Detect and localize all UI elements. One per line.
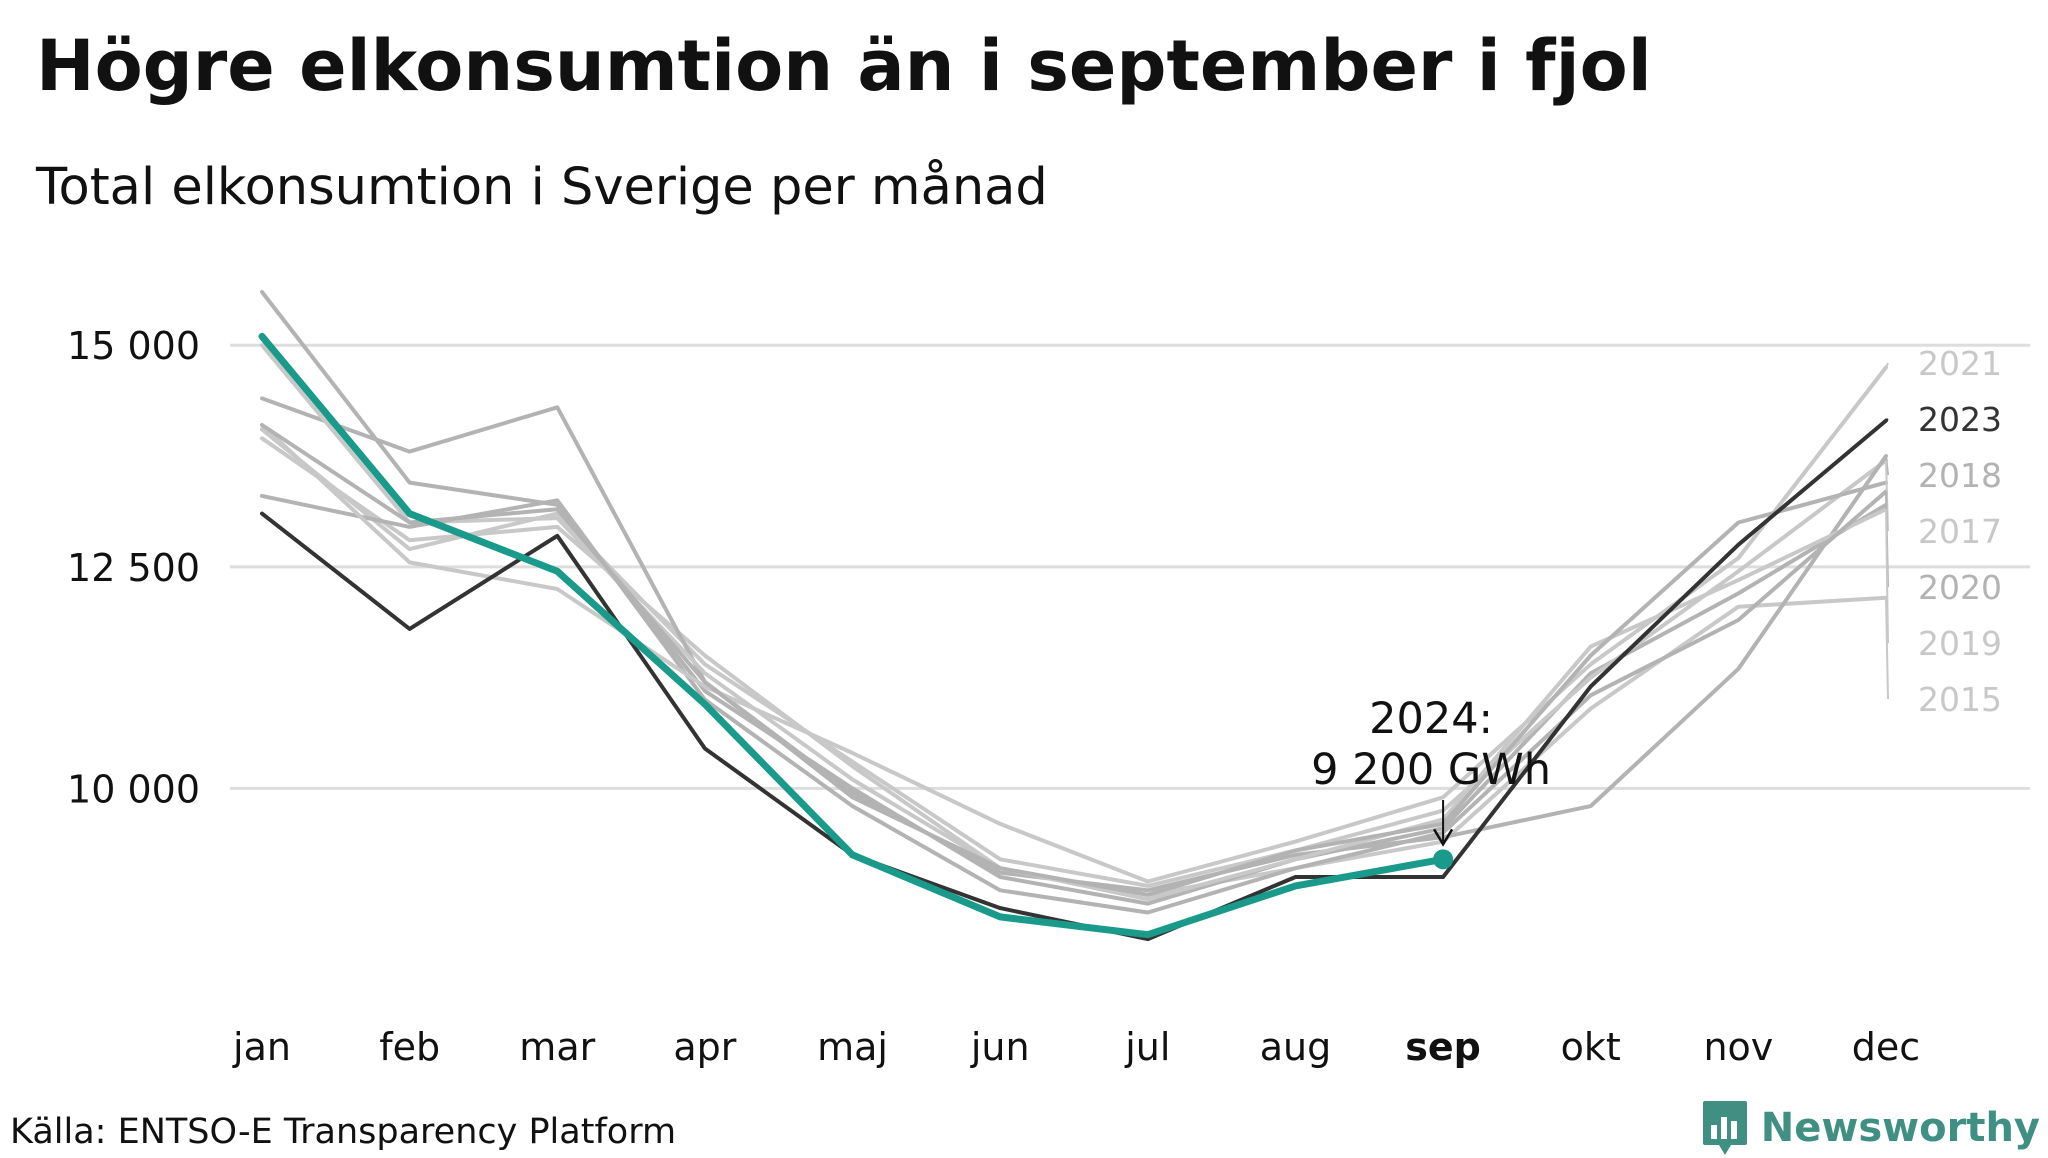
annotation-label-value: 9 200 GWh [1311,745,1551,795]
series-end-labels: 2021 2023 2018 2017 2020 2019 2015 [1885,344,2002,719]
label-leader-line [1885,362,1889,368]
series-label-2021: 2021 [1918,344,2002,383]
source-note: Källa: ENTSO-E Transparency Platform [10,1112,677,1152]
x-tick-label: nov [1703,1025,1773,1069]
y-tick-label: 10 000 [67,767,200,811]
annotation-arrowhead [1433,828,1454,847]
series-line-2022 [260,423,1888,897]
x-tick-label: jul [1124,1025,1170,1069]
gridlines [230,343,2030,790]
brand-name: Newsworthy [1760,1105,2040,1151]
x-tick-label: feb [379,1025,440,1069]
x-tick-label: dec [1852,1025,1920,1069]
series-label-2020: 2020 [1918,568,2002,607]
x-tick-label: okt [1561,1025,1621,1069]
series-label-2017: 2017 [1918,512,2002,551]
series-line-2024 [258,332,1447,939]
series-line-2019 [260,343,1888,902]
x-tick-label: apr [673,1025,736,1069]
chart-subtitle: Total elkonsumtion i Sverige per månad [36,158,1048,217]
y-axis-tick-labels: 10 000 12 500 15 000 [67,324,200,811]
series-line-2020 [260,489,1888,915]
x-tick-label: sep [1405,1025,1481,1069]
annotation: 2024:9 200 GWh [1311,694,1551,870]
label-leader-line [1885,509,1889,644]
y-tick-label: 12 500 [67,546,200,590]
x-tick-label: mar [519,1025,595,1069]
label-leader-line [1885,597,1889,700]
series-lines [258,290,1888,942]
x-tick-label: jan [232,1025,291,1069]
newsworthy-logo-icon [1702,1101,1747,1155]
x-tick-label: aug [1260,1025,1332,1069]
x-tick-label: maj [817,1025,888,1069]
series-label-2015: 2015 [1918,680,2002,719]
brand-logo: Newsworthy [1701,1098,2040,1158]
series-line-2016 [260,290,1888,906]
highlight-point [1433,849,1454,870]
series-label-2018: 2018 [1918,456,2002,495]
annotation-label-year: 2024: [1369,694,1493,744]
series-line-2021 [260,365,1888,884]
y-tick-label: 15 000 [67,324,200,368]
series-label-2019: 2019 [1918,624,2002,663]
x-tick-label: jun [970,1025,1030,1069]
series-line-2015 [260,436,1888,897]
series-label-2023: 2023 [1918,400,2002,439]
label-leader-line [1885,418,1889,422]
x-axis-tick-labels: jan feb mar apr maj jun jul aug sep okt nov dec [232,1025,1920,1069]
chart-title: Högre elkonsumtion än i september i fjol [36,25,1652,107]
